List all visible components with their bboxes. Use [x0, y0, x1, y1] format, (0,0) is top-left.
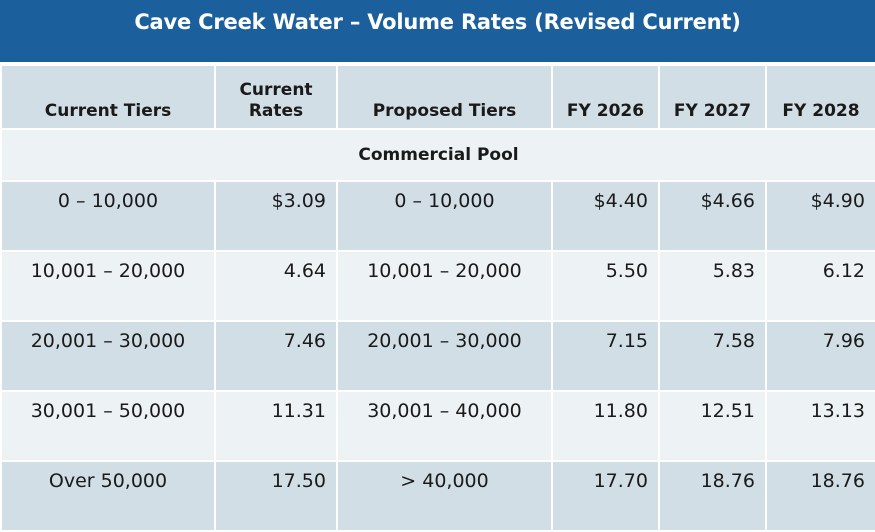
- fy2028-rate: $4.90: [765, 180, 875, 252]
- header-row: Current Tiers Current Rates Proposed Tie…: [0, 64, 875, 130]
- current-tier: Over 50,000: [0, 460, 216, 532]
- fy2026-rate: $4.40: [551, 180, 660, 252]
- fy2028-rate: 6.12: [765, 250, 875, 322]
- slide-title: Cave Creek Water – Volume Rates (Revised…: [0, 0, 875, 62]
- current-rate: 4.64: [214, 250, 338, 322]
- table-row: 10,001 – 20,000 4.64 10,001 – 20,000 5.50 5.…: [0, 250, 875, 322]
- proposed-tier: 30,001 – 40,000: [336, 390, 553, 462]
- fy2026-rate: 5.50: [551, 250, 660, 322]
- table-row: 20,001 – 30,000 7.46 20,001 – 30,000 7.15 7.…: [0, 320, 875, 392]
- fy2026-rate: 7.15: [551, 320, 660, 392]
- fy2026-rate: 11.80: [551, 390, 660, 462]
- current-rate: 17.50: [214, 460, 338, 532]
- fy2027-rate: $4.66: [658, 180, 767, 252]
- header-fy2026: FY 2026: [551, 64, 660, 130]
- fy2028-rate: 7.96: [765, 320, 875, 392]
- proposed-tier: 0 – 10,000: [336, 180, 553, 252]
- fy2027-rate: 7.58: [658, 320, 767, 392]
- table-row: 30,001 – 50,000 11.31 30,001 – 40,000 11.80…: [0, 390, 875, 462]
- header-fy2028: FY 2028: [765, 64, 875, 130]
- fy2027-rate: 18.76: [658, 460, 767, 532]
- fy2026-rate: 17.70: [551, 460, 660, 532]
- proposed-tier: 10,001 – 20,000: [336, 250, 553, 322]
- current-rate: 7.46: [214, 320, 338, 392]
- header-current-rates: Current Rates: [214, 64, 338, 130]
- rates-table: Current Tiers Current Rates Proposed Tie…: [0, 64, 875, 532]
- fy2028-rate: 18.76: [765, 460, 875, 532]
- header-current-tiers: Current Tiers: [0, 64, 216, 130]
- fy2028-rate: 13.13: [765, 390, 875, 462]
- current-tier: 10,001 – 20,000: [0, 250, 216, 322]
- fy2027-rate: 5.83: [658, 250, 767, 322]
- fy2027-rate: 12.51: [658, 390, 767, 462]
- current-tier: 30,001 – 50,000: [0, 390, 216, 462]
- table-row: 0 – 10,000 $3.09 0 – 10,000 $4.40 $4.66 $4.90: [0, 180, 875, 252]
- current-rate: $3.09: [214, 180, 338, 252]
- proposed-tier: 20,001 – 30,000: [336, 320, 553, 392]
- header-fy2027: FY 2027: [658, 64, 767, 130]
- current-tier: 20,001 – 30,000: [0, 320, 216, 392]
- current-tier: 0 – 10,000: [0, 180, 216, 252]
- proposed-tier: > 40,000: [336, 460, 553, 532]
- table-row: Over 50,000 17.50 > 40,000 17.70 18.76 18.76: [0, 460, 875, 532]
- section-label: Commercial Pool: [0, 128, 875, 182]
- header-proposed-tiers: Proposed Tiers: [336, 64, 553, 130]
- current-rate: 11.31: [214, 390, 338, 462]
